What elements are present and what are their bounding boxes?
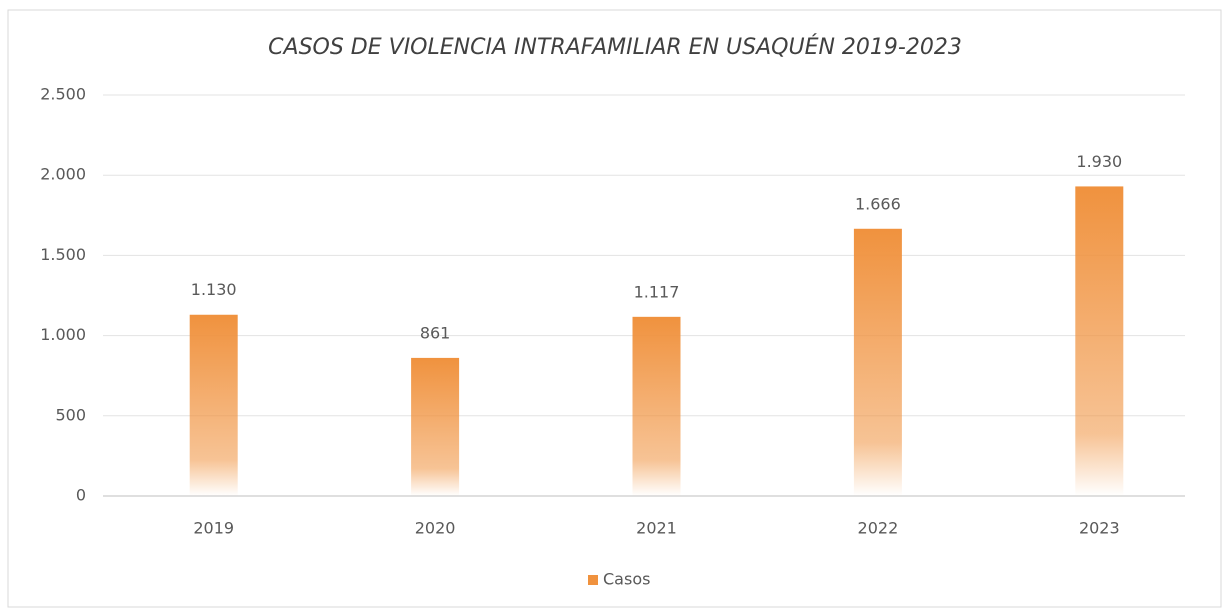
data-label: 1.930 xyxy=(1076,152,1122,171)
y-tick-label: 1.000 xyxy=(40,325,86,344)
x-tick-label: 2022 xyxy=(858,519,899,538)
legend-label: Casos xyxy=(603,570,650,589)
x-tick-label: 2021 xyxy=(636,519,677,538)
chart-title: CASOS DE VIOLENCIA INTRAFAMILIAR EN USAQ… xyxy=(268,34,962,60)
bar xyxy=(853,228,902,496)
bar xyxy=(1075,186,1124,497)
x-tick-label: 2023 xyxy=(1079,519,1120,538)
y-tick-label: 500 xyxy=(55,405,86,424)
x-tick-label: 2020 xyxy=(415,519,456,538)
data-label: 1.666 xyxy=(855,194,901,213)
legend-swatch xyxy=(588,575,598,585)
data-label: 1.130 xyxy=(191,280,237,299)
bar xyxy=(411,357,460,496)
y-tick-label: 1.500 xyxy=(40,245,86,264)
x-tick-label: 2019 xyxy=(193,519,234,538)
data-label: 861 xyxy=(420,323,451,342)
y-tick-label: 2.500 xyxy=(40,85,86,104)
bar xyxy=(189,314,238,496)
y-tick-label: 0 xyxy=(76,486,86,505)
chart-frame xyxy=(7,9,1222,608)
data-label: 1.117 xyxy=(634,282,680,301)
bar xyxy=(632,316,681,496)
y-tick-label: 2.000 xyxy=(40,165,86,184)
